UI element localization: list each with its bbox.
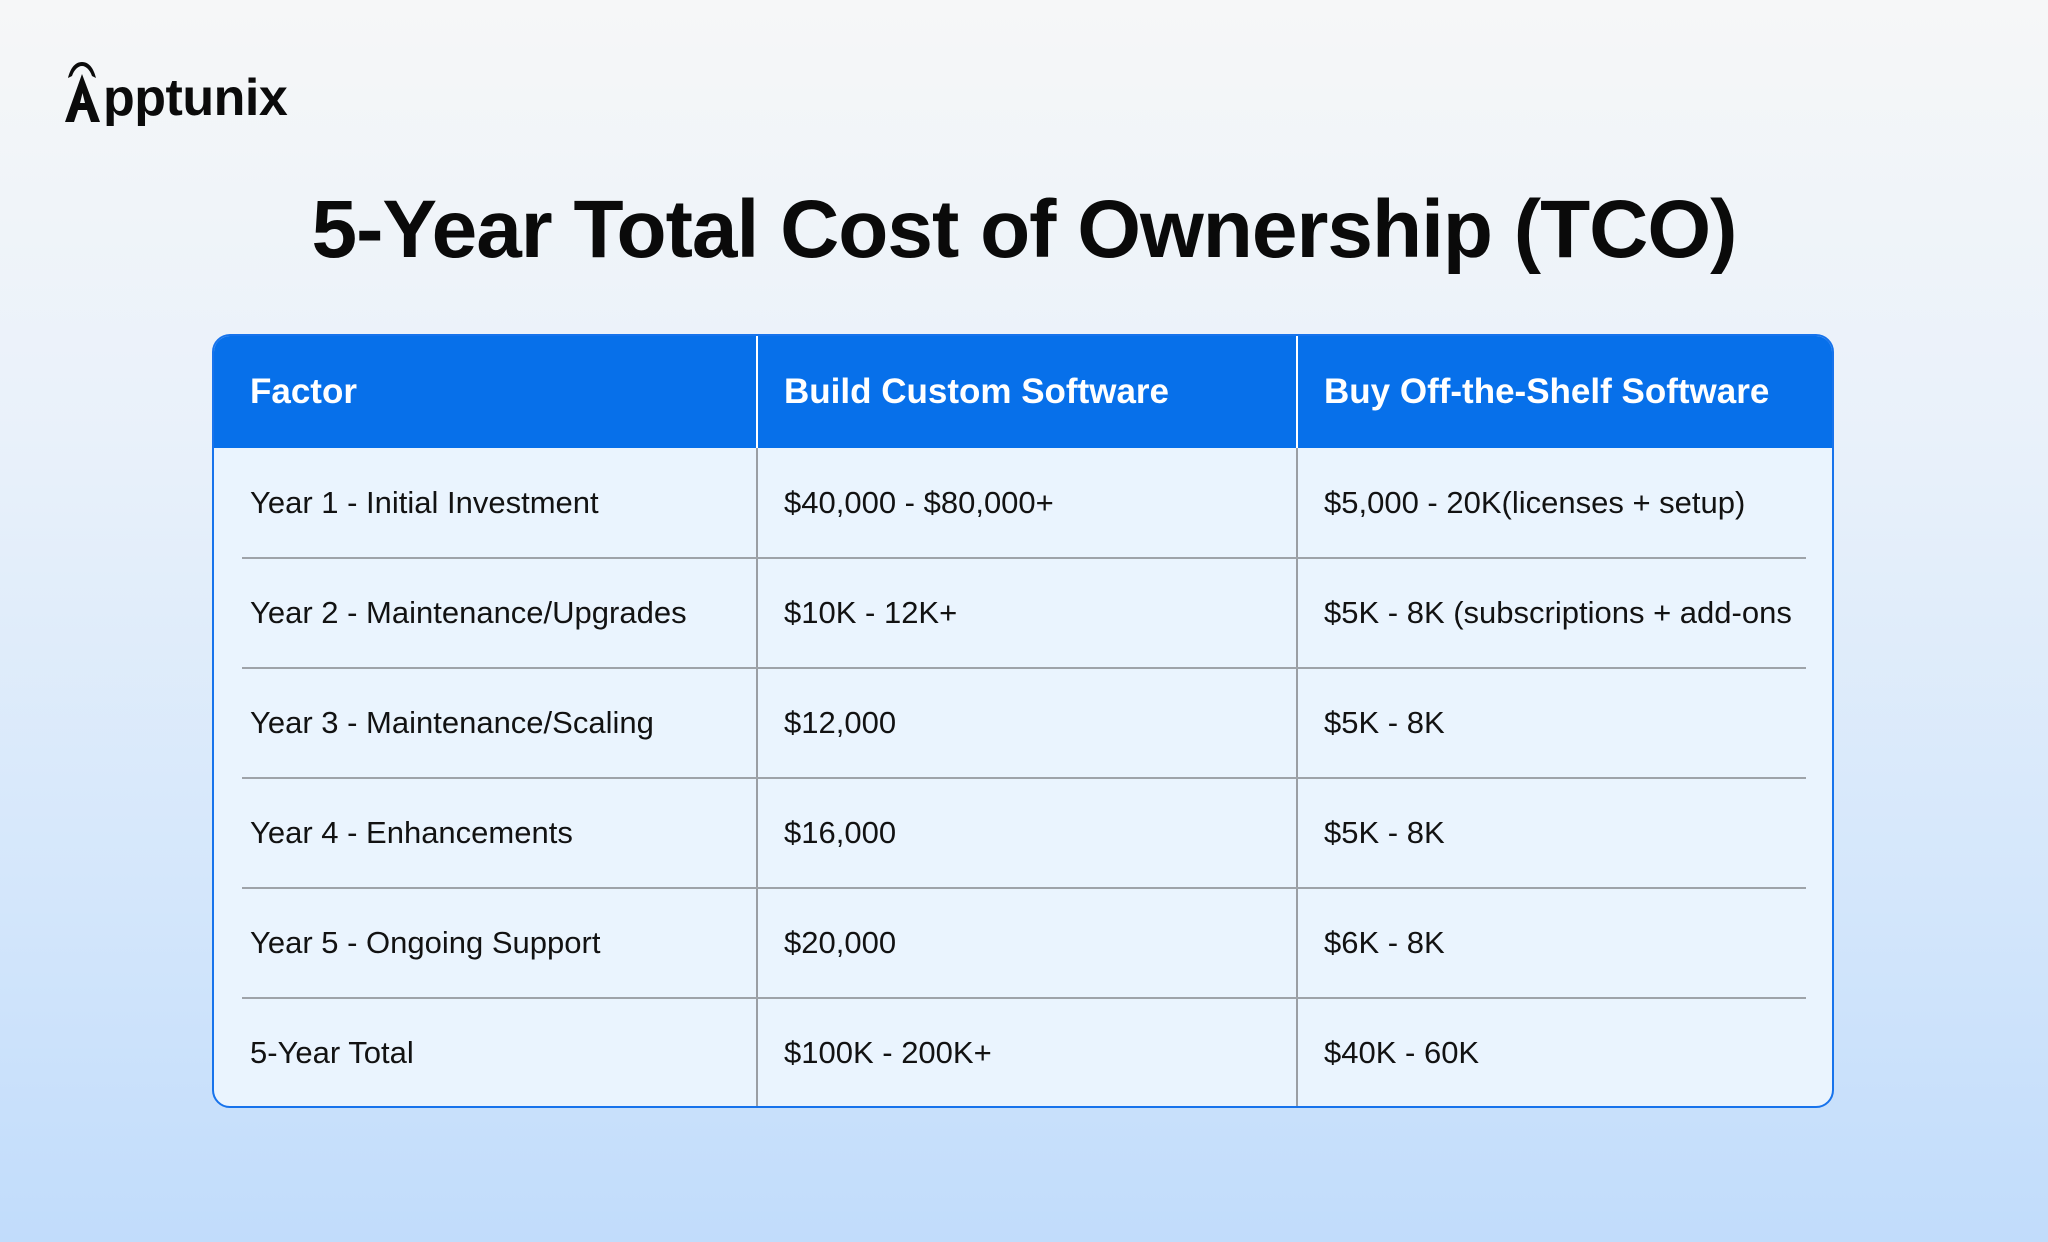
cell-factor: Year 5 - Ongoing Support [250, 925, 601, 960]
row-divider [242, 887, 1806, 889]
tco-table: Factor Build Custom Software Buy Off-the… [212, 334, 1834, 1108]
cell-factor: Year 4 - Enhancements [250, 815, 573, 850]
cell-factor: Year 1 - Initial Investment [250, 485, 599, 520]
row-divider [242, 557, 1806, 559]
table-row-total: 5-Year Total $100K - 200K+ $40K - 60K [214, 998, 1832, 1106]
row-divider [242, 667, 1806, 669]
cell-build: $100K - 200K+ [784, 1035, 992, 1070]
logo-a-mark-icon [62, 60, 102, 128]
page-title: 5-Year Total Cost of Ownership (TCO) [311, 184, 1738, 275]
row-divider [242, 777, 1806, 779]
table-header-row: Factor Build Custom Software Buy Off-the… [214, 336, 1832, 448]
cell-buy: $5K - 8K [1324, 815, 1445, 850]
cell-buy: $5,000 - 20K(licenses + setup) [1324, 485, 1746, 520]
cell-buy: $5K - 8K [1324, 705, 1445, 740]
column-divider [1296, 336, 1298, 448]
column-divider [756, 336, 758, 448]
header-buy-off-the-shelf: Buy Off-the-Shelf Software [1324, 372, 1770, 411]
apptunix-logo: pptunix [62, 58, 288, 128]
cell-build: $12,000 [784, 705, 897, 740]
table-row: Year 3 - Maintenance/Scaling $12,000 $5K… [214, 668, 1832, 778]
cell-build: $10K - 12K+ [784, 595, 958, 630]
cell-buy: $6K - 8K [1324, 925, 1445, 960]
cell-buy: $5K - 8K (subscriptions + add-ons [1324, 595, 1792, 630]
table-row: Year 2 - Maintenance/Upgrades $10K - 12K… [214, 558, 1832, 668]
cell-factor: 5-Year Total [250, 1035, 414, 1070]
header-factor: Factor [250, 372, 357, 411]
cell-buy: $40K - 60K [1324, 1035, 1480, 1070]
cell-build: $20,000 [784, 925, 897, 960]
logo-text: pptunix [103, 69, 288, 127]
cell-build: $40,000 - $80,000+ [784, 485, 1054, 520]
table-row: Year 5 - Ongoing Support $20,000 $6K - 8… [214, 888, 1832, 998]
cell-factor: Year 2 - Maintenance/Upgrades [250, 595, 687, 630]
row-divider [242, 997, 1806, 999]
cell-build: $16,000 [784, 815, 897, 850]
table-row: Year 1 - Initial Investment $40,000 - $8… [214, 448, 1832, 558]
header-build-custom: Build Custom Software [784, 372, 1170, 411]
table-row: Year 4 - Enhancements $16,000 $5K - 8K [214, 778, 1832, 888]
cell-factor: Year 3 - Maintenance/Scaling [250, 705, 654, 740]
